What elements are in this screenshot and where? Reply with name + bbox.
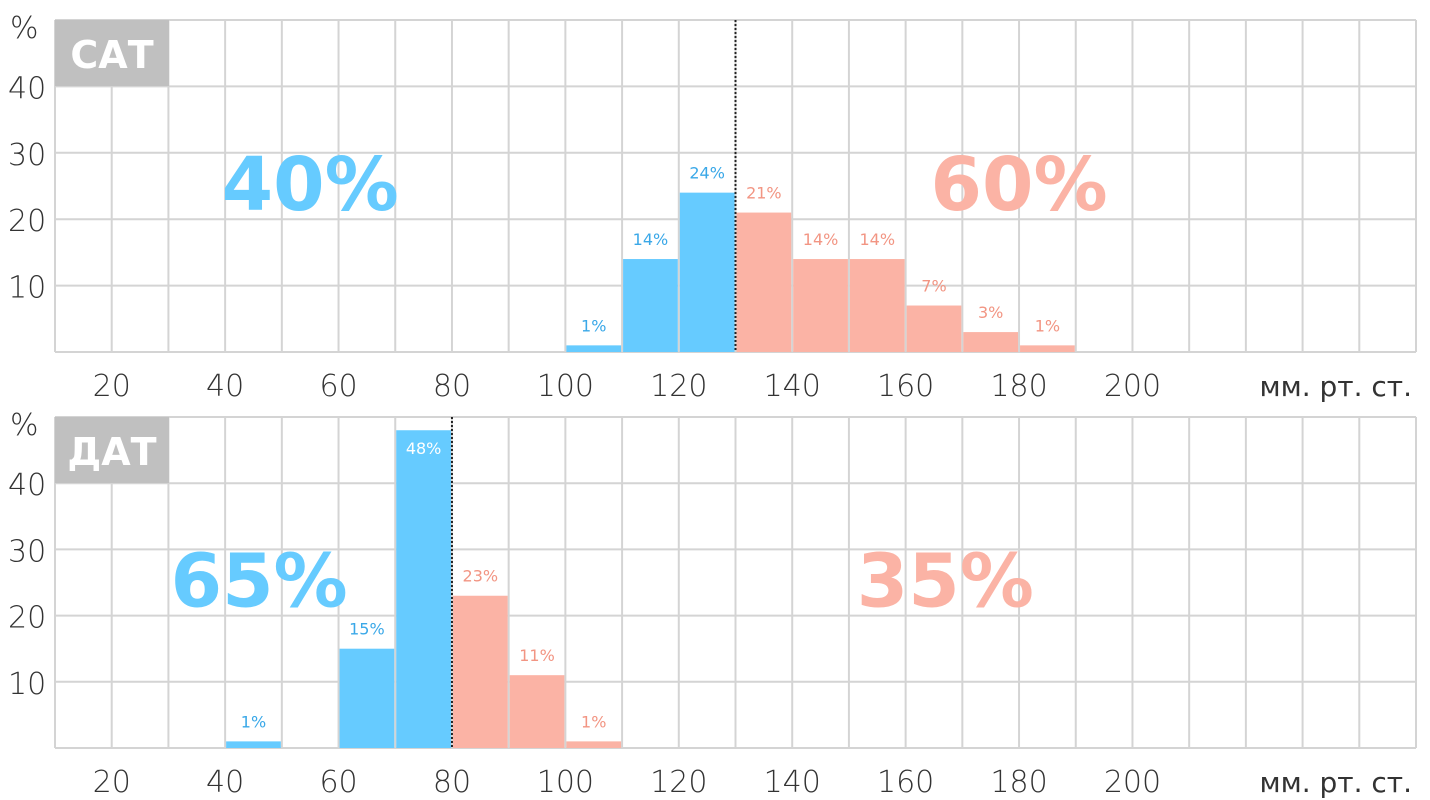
x-tick-label: 200 xyxy=(1104,369,1161,404)
bar-value-label: 48% xyxy=(406,439,442,458)
panel-sat: САТ% 10 20 30 40 20 40 60 80 100 120 140 160 180 200 мм… xyxy=(8,11,1417,404)
bar xyxy=(849,259,905,352)
y-tick-label: 10 xyxy=(8,271,46,306)
y-tick-label: 30 xyxy=(8,138,46,173)
grid xyxy=(54,416,1417,749)
panel-tag: ДАТ xyxy=(67,430,156,474)
bar-value-label: 14% xyxy=(803,230,839,249)
bar xyxy=(566,345,622,352)
bar xyxy=(679,192,735,352)
x-tick-label: 120 xyxy=(650,765,707,800)
panel-tag-box xyxy=(55,417,169,483)
x-tick-label: 100 xyxy=(537,765,594,800)
bar xyxy=(963,332,1019,352)
y-axis-symbol: % xyxy=(10,408,39,443)
bar xyxy=(623,259,678,352)
x-tick-label: 180 xyxy=(990,369,1047,404)
x-tick-label: 160 xyxy=(877,765,934,800)
bar xyxy=(566,741,622,748)
summary-right-percent: 60% xyxy=(930,142,1107,228)
x-axis-unit: мм. рт. ст. xyxy=(1259,370,1412,403)
bars: 1% 14% 24% 21% 14% 14% 7% 3% 1% xyxy=(566,164,1075,352)
y-tick-label: 30 xyxy=(8,534,46,569)
bar-value-label: 1% xyxy=(241,712,266,731)
bar-value-label: 7% xyxy=(921,277,946,296)
y-tick-label: 10 xyxy=(8,667,46,702)
bar xyxy=(793,259,848,352)
x-tick-label: 160 xyxy=(877,369,934,404)
bar-value-label: 11% xyxy=(519,646,555,665)
summary-left-percent: 40% xyxy=(222,142,399,228)
y-tick-label: 40 xyxy=(8,468,46,503)
bar xyxy=(339,648,395,748)
bar-value-label: 14% xyxy=(859,230,895,249)
x-tick-label: 140 xyxy=(764,765,821,800)
x-tick-label: 60 xyxy=(319,765,357,800)
bar-value-label: 15% xyxy=(349,620,385,639)
bar-value-label: 1% xyxy=(581,316,606,335)
bar xyxy=(906,305,962,352)
bar-value-label: 21% xyxy=(746,184,782,203)
x-tick-label: 20 xyxy=(93,369,131,404)
x-tick-label: 20 xyxy=(93,765,131,800)
x-tick-label: 40 xyxy=(206,765,244,800)
x-axis-unit: мм. рт. ст. xyxy=(1259,766,1412,799)
x-tick-label: 80 xyxy=(433,369,471,404)
bar-value-label: 1% xyxy=(1035,316,1060,335)
bar xyxy=(1020,345,1075,352)
bar-value-label: 3% xyxy=(978,303,1003,322)
x-tick-label: 140 xyxy=(764,369,821,404)
bar xyxy=(396,430,451,748)
x-tick-label: 80 xyxy=(433,765,471,800)
panel-tag-box xyxy=(55,20,169,86)
x-tick-label: 60 xyxy=(319,369,357,404)
y-axis-symbol: % xyxy=(10,11,39,46)
y-tick-label: 20 xyxy=(8,204,46,239)
bar xyxy=(509,675,565,748)
y-tick-label: 20 xyxy=(8,601,46,636)
x-tick-label: 40 xyxy=(206,369,244,404)
bar-value-label: 24% xyxy=(689,164,725,183)
x-tick-label: 180 xyxy=(990,765,1047,800)
x-tick-label: 120 xyxy=(650,369,707,404)
bar xyxy=(226,741,281,748)
summary-right-percent: 35% xyxy=(857,539,1034,625)
bar xyxy=(736,212,792,352)
panel-dat: ДАТ% 10 20 30 40 20 40 60 80 100 120 140 160 180 200 мм… xyxy=(8,408,1417,800)
bar xyxy=(452,595,508,748)
bar-value-label: 14% xyxy=(633,230,669,249)
y-tick-label: 40 xyxy=(8,71,46,106)
panel-tag: САТ xyxy=(70,33,153,77)
bar-value-label: 1% xyxy=(581,712,606,731)
summary-left-percent: 65% xyxy=(171,539,348,625)
x-tick-label: 100 xyxy=(537,369,594,404)
bar-value-label: 23% xyxy=(463,567,499,586)
bars: 1% 15% 48% 23% 11% 1% xyxy=(226,430,622,748)
x-tick-label: 200 xyxy=(1104,765,1161,800)
